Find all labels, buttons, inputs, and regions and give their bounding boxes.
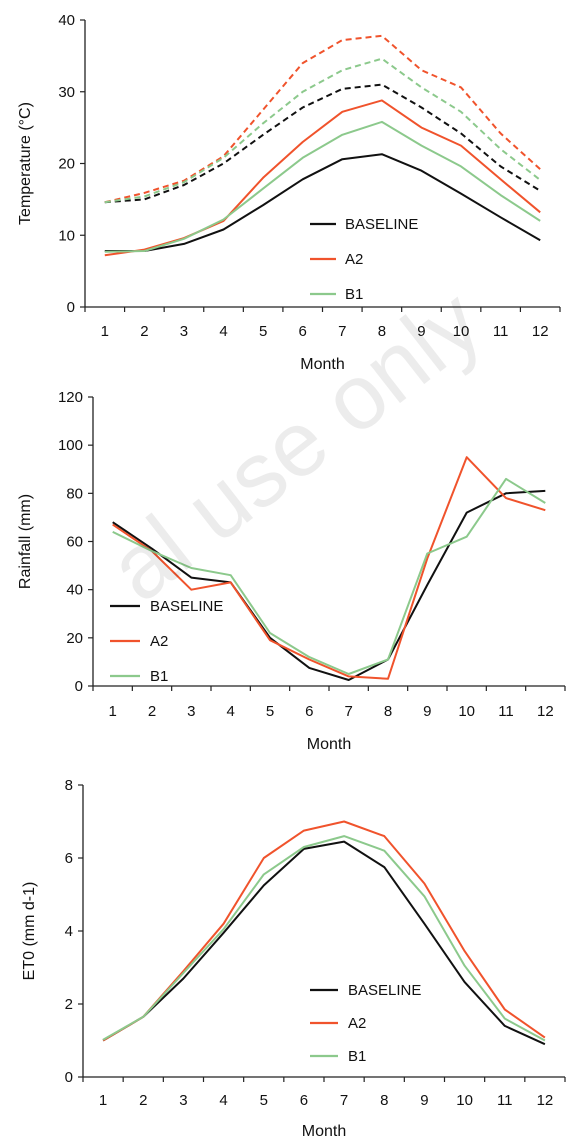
rainfall-series-line-a2 — [112, 456, 546, 680]
temperature-legend-label-a2: A2 — [345, 251, 363, 268]
temperature-y-tick-label: 0 — [67, 299, 75, 316]
et0-x-tick-label: 7 — [340, 1092, 348, 1109]
temperature-series-line-dashed-3 — [104, 83, 541, 204]
temperature-y-tick-label: 30 — [58, 84, 75, 101]
temperature-series-line-dashed-5 — [104, 57, 541, 204]
rainfall-x-tick-label: 10 — [458, 703, 475, 720]
et0-y-tick-label: 6 — [65, 850, 73, 867]
temperature-x-axis-label: Month — [300, 356, 344, 373]
rainfall-x-tick-label: 3 — [187, 703, 195, 720]
temperature-series-line-b1 — [104, 120, 541, 253]
et0-legend-label-b1: B1 — [348, 1048, 366, 1065]
rainfall-y-tick-label: 60 — [66, 534, 83, 551]
temperature-series-line-dashed-4 — [104, 34, 541, 204]
rainfall-y-axis-label: Rainfall (mm) — [17, 494, 34, 589]
temperature-x-tick-label: 1 — [101, 323, 109, 340]
temperature-x-tick-label: 9 — [417, 323, 425, 340]
rainfall-y-tick-label: 120 — [58, 389, 83, 406]
temperature-x-tick-label: 7 — [338, 323, 346, 340]
rainfall-x-tick-label: 8 — [384, 703, 392, 720]
rainfall-legend-label-baseline: BASELINE — [150, 598, 223, 615]
et0-y-tick-label: 2 — [65, 996, 73, 1013]
temperature-y-tick-label: 20 — [58, 156, 75, 173]
rainfall-y-tick-label: 100 — [58, 437, 83, 454]
temperature-x-tick-label: 2 — [140, 323, 148, 340]
et0-legend-label-baseline: BASELINE — [348, 982, 421, 999]
temperature-x-tick-label: 8 — [378, 323, 386, 340]
et0-series-line-a2 — [102, 820, 546, 1042]
et0-x-axis-label: Month — [302, 1123, 346, 1140]
et0-x-tick-label: 3 — [179, 1092, 187, 1109]
et0-x-tick-label: 5 — [260, 1092, 268, 1109]
et0-x-tick-label: 10 — [456, 1092, 473, 1109]
rainfall-x-tick-label: 4 — [226, 703, 234, 720]
et0-x-tick-label: 2 — [139, 1092, 147, 1109]
rainfall-y-tick-label: 80 — [66, 485, 83, 502]
rainfall-x-tick-label: 6 — [305, 703, 313, 720]
rainfall-x-tick-label: 2 — [148, 703, 156, 720]
temperature-legend-label-baseline: BASELINE — [345, 216, 418, 233]
et0-y-tick-label: 0 — [65, 1069, 73, 1086]
rainfall-series-line-baseline — [112, 489, 546, 681]
rainfall-x-tick-label: 5 — [266, 703, 274, 720]
temperature-series-line-baseline — [104, 153, 541, 252]
temperature-x-tick-label: 6 — [299, 323, 307, 340]
rainfall-legend-label-b1: B1 — [150, 668, 168, 685]
rainfall-series-line-b1 — [112, 477, 546, 675]
rainfall-x-axis-label: Month — [307, 736, 351, 753]
temperature-x-tick-label: 12 — [532, 323, 549, 340]
et0-x-tick-label: 4 — [219, 1092, 227, 1109]
rainfall-y-tick-label: 20 — [66, 630, 83, 647]
temperature-y-tick-label: 40 — [58, 12, 75, 29]
temperature-x-tick-label: 4 — [219, 323, 227, 340]
rainfall-x-tick-label: 1 — [108, 703, 116, 720]
et0-y-axis-label: ET0 (mm d-1) — [21, 882, 38, 981]
temperature-y-axis-label: Temperature (°C) — [17, 102, 34, 225]
rainfall-x-tick-label: 9 — [423, 703, 431, 720]
temperature-x-tick-label: 5 — [259, 323, 267, 340]
et0-y-tick-label: 4 — [65, 923, 73, 940]
et0-legend-label-a2: A2 — [348, 1015, 366, 1032]
et0-x-tick-label: 12 — [537, 1092, 554, 1109]
et0-x-tick-label: 8 — [380, 1092, 388, 1109]
rainfall-y-tick-label: 0 — [75, 678, 83, 695]
rainfall-y-tick-label: 40 — [66, 582, 83, 599]
temperature-legend-label-b1: B1 — [345, 286, 363, 303]
et0-y-tick-label: 8 — [65, 777, 73, 794]
et0-x-tick-label: 1 — [99, 1092, 107, 1109]
et0-series-line-baseline — [102, 840, 546, 1046]
rainfall-x-tick-label: 7 — [344, 703, 352, 720]
temperature-x-tick-label: 3 — [180, 323, 188, 340]
et0-x-tick-label: 6 — [300, 1092, 308, 1109]
rainfall-legend-label-a2: A2 — [150, 633, 168, 650]
rainfall-x-tick-label: 11 — [498, 703, 514, 720]
temperature-y-tick-label: 10 — [58, 227, 75, 244]
temperature-x-tick-label: 11 — [493, 323, 509, 340]
rainfall-x-tick-label: 12 — [537, 703, 554, 720]
et0-x-tick-label: 11 — [497, 1092, 513, 1109]
et0-x-tick-label: 9 — [420, 1092, 428, 1109]
et0-series-line-b1 — [102, 835, 546, 1042]
temperature-x-tick-label: 10 — [453, 323, 470, 340]
